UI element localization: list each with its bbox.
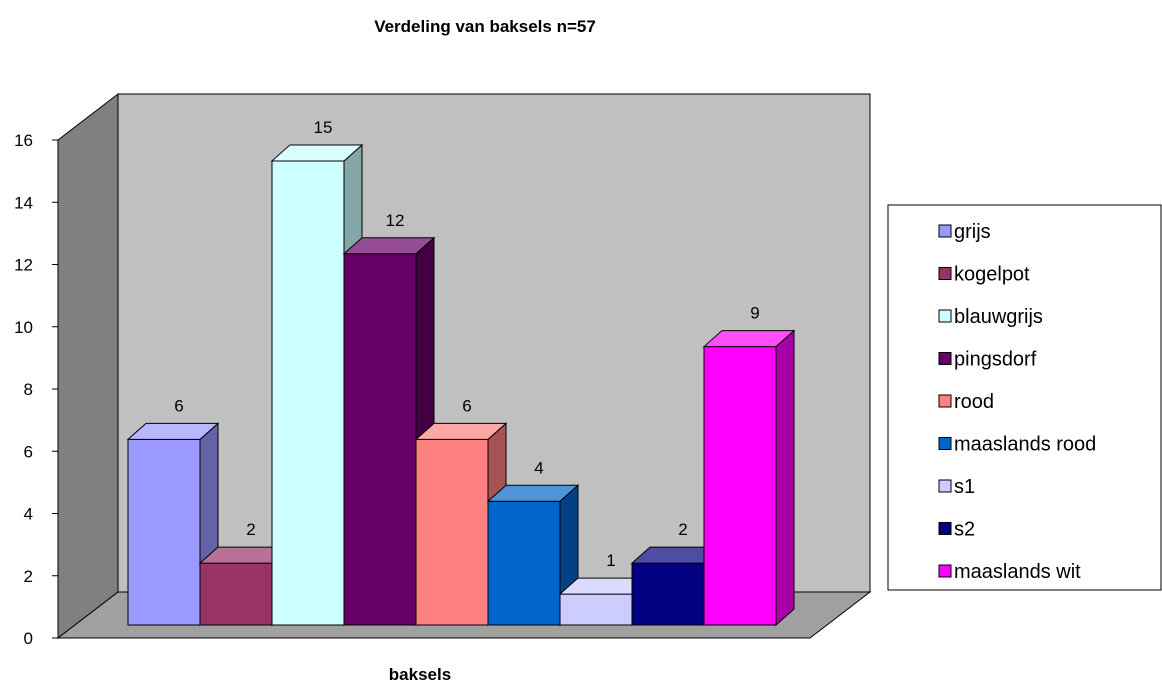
data-label: 6 <box>462 396 471 415</box>
y-axis: 0 2 4 6 8 10 12 14 16 <box>14 131 59 648</box>
legend-item: s2 <box>938 519 975 541</box>
legend-label: grijs <box>954 221 991 243</box>
data-label: 1 <box>606 551 615 570</box>
side-wall <box>57 92 119 640</box>
legend-swatch <box>938 224 952 238</box>
legend-item: blauwgrijs <box>938 306 1043 328</box>
legend: grijs kogelpot blauwgrijs pingsdorf rood maas… <box>887 204 1162 591</box>
legend-label: maaslands wit <box>954 561 1081 583</box>
y-tick-label: 8 <box>24 380 33 399</box>
legend-item: maaslands rood <box>938 434 1096 456</box>
chart-title: Verdeling van baksels n=57 <box>374 17 596 36</box>
legend-swatch <box>938 394 952 408</box>
bar-front <box>415 438 489 626</box>
bar-front <box>343 253 417 626</box>
legend-swatch <box>938 522 952 535</box>
bar-top <box>126 422 220 440</box>
y-tick-label: 2 <box>24 567 33 586</box>
legend-swatch <box>938 564 952 578</box>
bar-top <box>702 330 796 348</box>
legend-label: blauwgrijs <box>954 306 1043 328</box>
bar-top <box>342 237 436 255</box>
legend-label: s1 <box>954 476 975 498</box>
bar-maaslands-wit <box>702 329 796 627</box>
y-tick-label: 16 <box>14 131 33 150</box>
bar-grijs <box>126 422 220 627</box>
legend-swatch <box>938 309 952 323</box>
data-label: 2 <box>246 520 255 539</box>
legend-label: kogelpot <box>954 264 1030 286</box>
legend-swatch <box>938 479 952 493</box>
legend-item: kogelpot <box>938 264 1030 286</box>
data-label: 12 <box>386 211 405 230</box>
data-label: 2 <box>678 520 687 539</box>
legend-label: s2 <box>954 519 975 541</box>
bar-top <box>486 484 580 502</box>
y-tick-label: 14 <box>14 193 33 212</box>
data-label: 15 <box>314 118 333 137</box>
data-label: 6 <box>174 396 183 415</box>
bar-front <box>271 160 345 626</box>
legend-item: pingsdorf <box>938 349 1037 371</box>
legend-label: maaslands rood <box>954 434 1096 456</box>
legend-label: pingsdorf <box>954 349 1037 371</box>
bar-front <box>559 593 633 626</box>
legend-item: rood <box>938 391 994 413</box>
bar-front <box>127 438 201 626</box>
y-tick-label: 10 <box>14 318 33 337</box>
y-tick-label: 0 <box>24 629 33 648</box>
bar-front <box>199 562 273 626</box>
bars <box>126 143 796 627</box>
bar-front <box>487 500 561 626</box>
legend-label: rood <box>954 391 994 413</box>
y-tick-label: 4 <box>24 505 33 524</box>
legend-swatch <box>938 437 952 450</box>
legend-swatch <box>938 352 952 365</box>
data-label: 9 <box>750 304 759 323</box>
bar-front <box>703 346 777 626</box>
bar-front <box>631 562 705 626</box>
legend-item: grijs <box>938 221 991 243</box>
legend-swatch <box>938 267 952 280</box>
y-tick-label: 12 <box>14 256 33 275</box>
bar-top <box>270 144 364 162</box>
data-label: 4 <box>534 458 543 477</box>
legend-box <box>887 204 1162 591</box>
bar-side <box>775 329 795 627</box>
x-axis-label: baksels <box>389 665 451 681</box>
legend-item: maaslands wit <box>938 561 1081 583</box>
legend-item: s1 <box>938 476 975 498</box>
bar-maaslands-rood <box>486 484 580 627</box>
bar-top <box>414 422 508 440</box>
y-tick-label: 6 <box>24 442 33 461</box>
